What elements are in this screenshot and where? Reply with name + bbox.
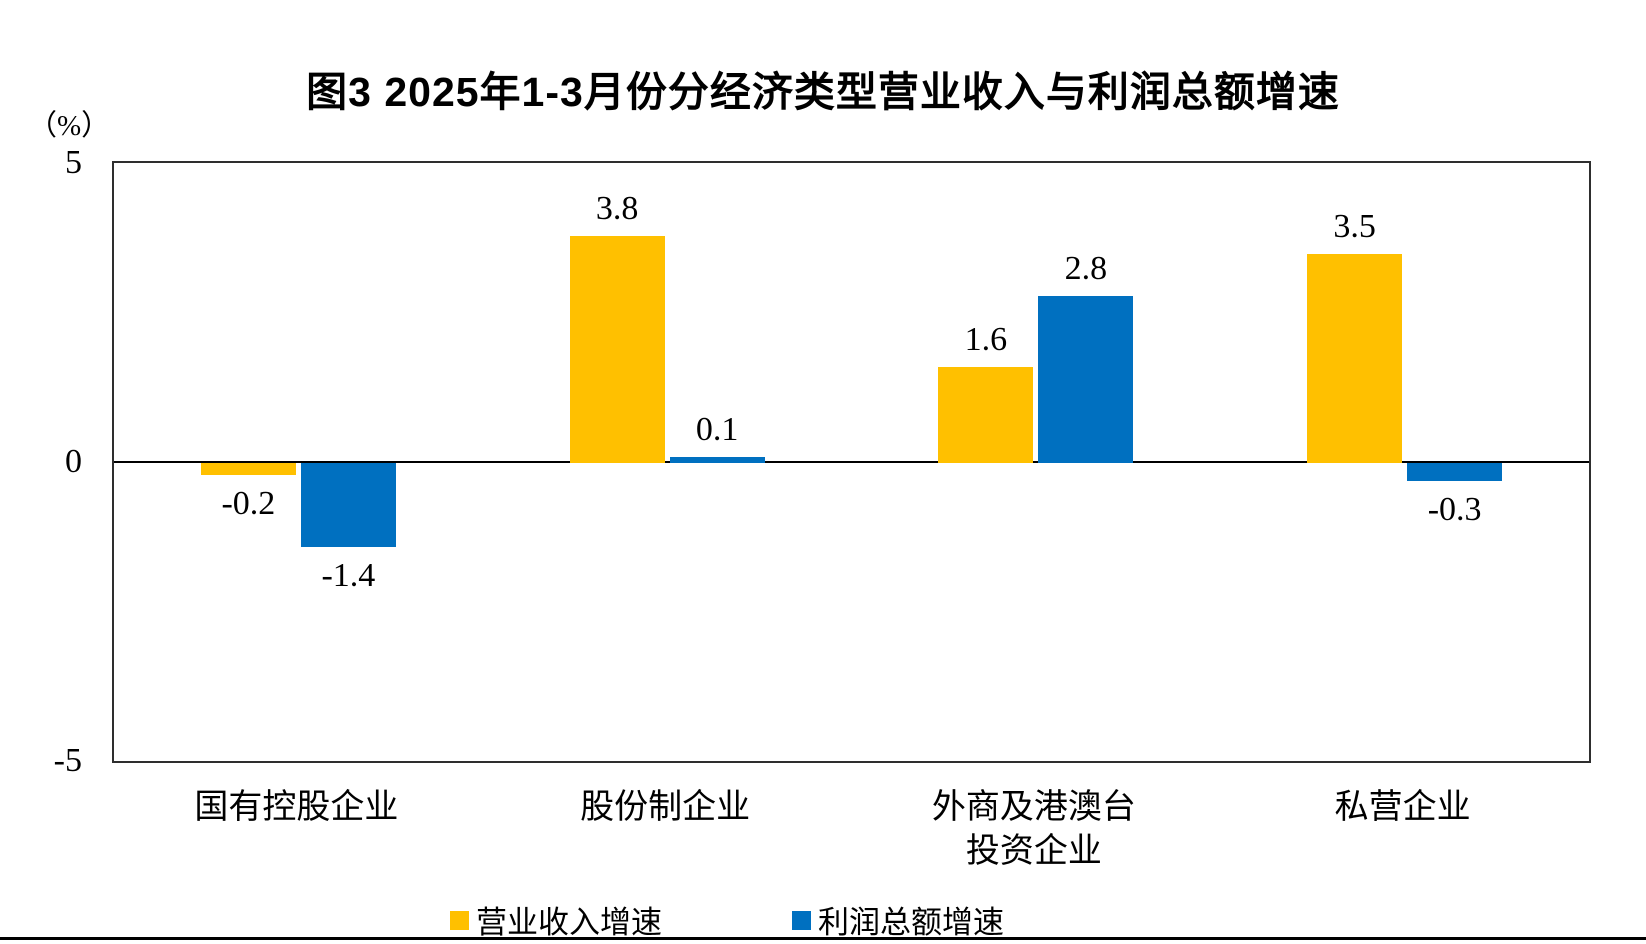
legend-item: 利润总额增速 <box>792 897 1004 942</box>
category-label: 股份制企业 <box>580 789 751 826</box>
category-label: 国有控股企业 <box>194 789 399 826</box>
bar-value-label: -1.4 <box>321 556 376 594</box>
bar-value-label: -0.2 <box>221 484 276 522</box>
bar <box>1407 463 1503 481</box>
y-axis-unit-label: （%） <box>28 110 111 142</box>
bottom-divider <box>0 937 1646 940</box>
bar-value-label: -0.3 <box>1427 490 1482 528</box>
category-label: 私营企业 <box>1334 789 1471 826</box>
category-label: 外商及港澳台 投资企业 <box>931 789 1136 870</box>
bar <box>1307 253 1403 463</box>
legend-swatch-icon <box>792 911 811 930</box>
zero-axis-line <box>114 461 1589 463</box>
y-tick-label: 5 <box>65 144 82 181</box>
chart-title: 图3 2025年1-3月份分经济类型营业收入与利润总额增速 <box>306 69 1340 115</box>
bar <box>200 463 296 475</box>
bar-value-label: 2.8 <box>1064 249 1108 287</box>
bar-value-label: 1.6 <box>964 321 1008 359</box>
bar <box>300 463 396 547</box>
bar <box>938 367 1034 463</box>
bar <box>1038 295 1134 463</box>
legend-swatch-icon <box>450 911 469 930</box>
bar <box>669 457 765 463</box>
plot-area: -0.2 3.8 1.6 3.5 -1.4 0.1 2.8 -0.3 <box>112 161 1591 763</box>
bar-value-label: 0.1 <box>695 411 739 449</box>
bar <box>569 235 665 463</box>
legend-label: 营业收入增速 <box>476 905 662 940</box>
bar-value-label: 3.5 <box>1333 207 1376 245</box>
legend-label: 利润总额增速 <box>818 905 1004 940</box>
legend-item: 营业收入增速 <box>450 897 662 942</box>
bar-value-label: 3.8 <box>595 189 639 227</box>
legend: 营业收入增速 利润总额增速 <box>450 897 1004 942</box>
y-tick-label: 0 <box>65 443 82 480</box>
y-tick-label: -5 <box>53 742 82 779</box>
